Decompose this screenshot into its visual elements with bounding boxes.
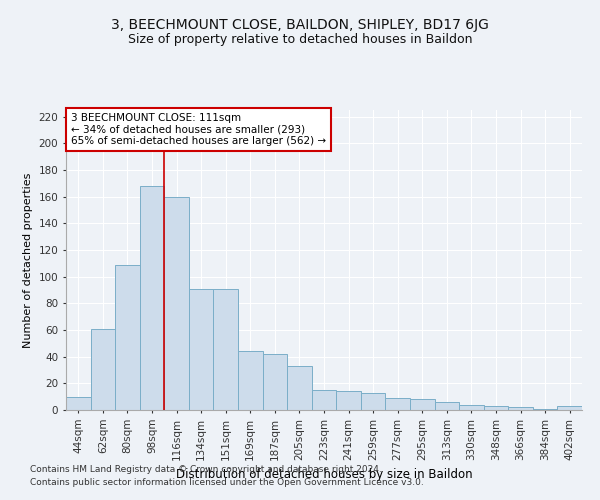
Bar <box>214 288 238 410</box>
Text: 3 BEECHMOUNT CLOSE: 111sqm
← 34% of detached houses are smaller (293)
65% of sem: 3 BEECHMOUNT CLOSE: 111sqm ← 34% of deta… <box>71 113 326 146</box>
Bar <box>459 404 484 410</box>
Bar <box>361 392 385 410</box>
Bar <box>484 406 508 410</box>
Bar <box>533 408 557 410</box>
Bar <box>115 264 140 410</box>
Bar <box>263 354 287 410</box>
Y-axis label: Number of detached properties: Number of detached properties <box>23 172 33 348</box>
X-axis label: Distribution of detached houses by size in Baildon: Distribution of detached houses by size … <box>176 468 472 481</box>
Bar <box>287 366 312 410</box>
Bar <box>336 392 361 410</box>
Bar <box>66 396 91 410</box>
Bar <box>91 328 115 410</box>
Text: Size of property relative to detached houses in Baildon: Size of property relative to detached ho… <box>128 32 472 46</box>
Bar <box>238 352 263 410</box>
Bar <box>312 390 336 410</box>
Bar <box>508 408 533 410</box>
Bar <box>164 196 189 410</box>
Bar <box>557 406 582 410</box>
Bar <box>434 402 459 410</box>
Bar <box>189 288 214 410</box>
Bar <box>410 400 434 410</box>
Text: 3, BEECHMOUNT CLOSE, BAILDON, SHIPLEY, BD17 6JG: 3, BEECHMOUNT CLOSE, BAILDON, SHIPLEY, B… <box>111 18 489 32</box>
Text: Contains HM Land Registry data © Crown copyright and database right 2024.: Contains HM Land Registry data © Crown c… <box>30 466 382 474</box>
Text: Contains public sector information licensed under the Open Government Licence v3: Contains public sector information licen… <box>30 478 424 487</box>
Bar <box>385 398 410 410</box>
Bar <box>140 186 164 410</box>
